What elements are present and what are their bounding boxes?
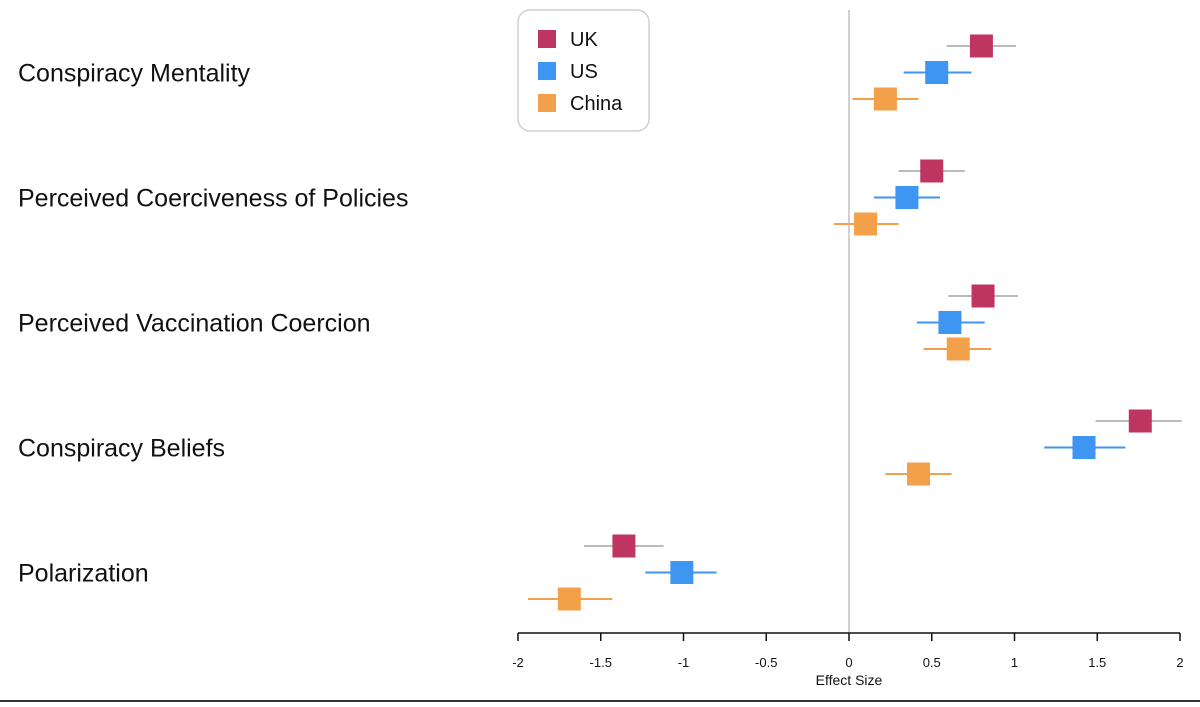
estimate-point [612,534,636,558]
estimate-point [938,311,962,334]
estimate-point [971,284,995,308]
estimate-point [1072,436,1096,459]
category-label: Perceived Vaccination Coercion [18,310,371,338]
x-tick-label: -1.5 [590,655,612,670]
category-label: Polarization [18,560,149,588]
estimate-point [969,34,993,58]
x-tick-label: 1 [1011,655,1018,670]
x-tick-label: -0.5 [755,655,777,670]
legend-label: US [570,61,598,83]
x-tick-label: -2 [512,655,524,670]
estimate-point [854,212,878,236]
category-label: Perceived Coerciveness of Policies [18,185,408,213]
estimate-point [907,462,931,486]
x-tick-label: 2 [1176,655,1183,670]
estimate-point [1128,409,1152,433]
legend-label: China [570,93,623,115]
category-labels: Conspiracy Mentality Perceived Coercivene… [18,60,408,588]
estimate-point [925,61,949,84]
legend-swatch [538,94,556,112]
x-axis: -2 -1.5 -1 -0.5 0 0.5 1 1.5 2 Effect Size [512,632,1184,688]
legend-swatch [538,62,556,80]
legend: UK US China [517,9,650,132]
estimate-point [873,87,897,111]
x-tick-label: 1.5 [1088,655,1106,670]
x-axis-title: Effect Size [816,672,883,688]
category-label: Conspiracy Mentality [18,60,251,88]
estimate-point [670,561,694,584]
estimate-point [557,587,581,611]
x-tick-label: 0.5 [923,655,941,670]
legend-label: UK [570,29,598,51]
estimate-point [920,159,944,183]
x-tick-label: -1 [678,655,690,670]
estimate-point [946,337,970,361]
legend-swatch [538,30,556,48]
bottom-rule [0,700,1200,702]
category-label: Conspiracy Beliefs [18,435,225,463]
x-tick-label: 0 [845,655,852,670]
data-marks [527,34,1182,611]
estimate-point [895,186,919,209]
